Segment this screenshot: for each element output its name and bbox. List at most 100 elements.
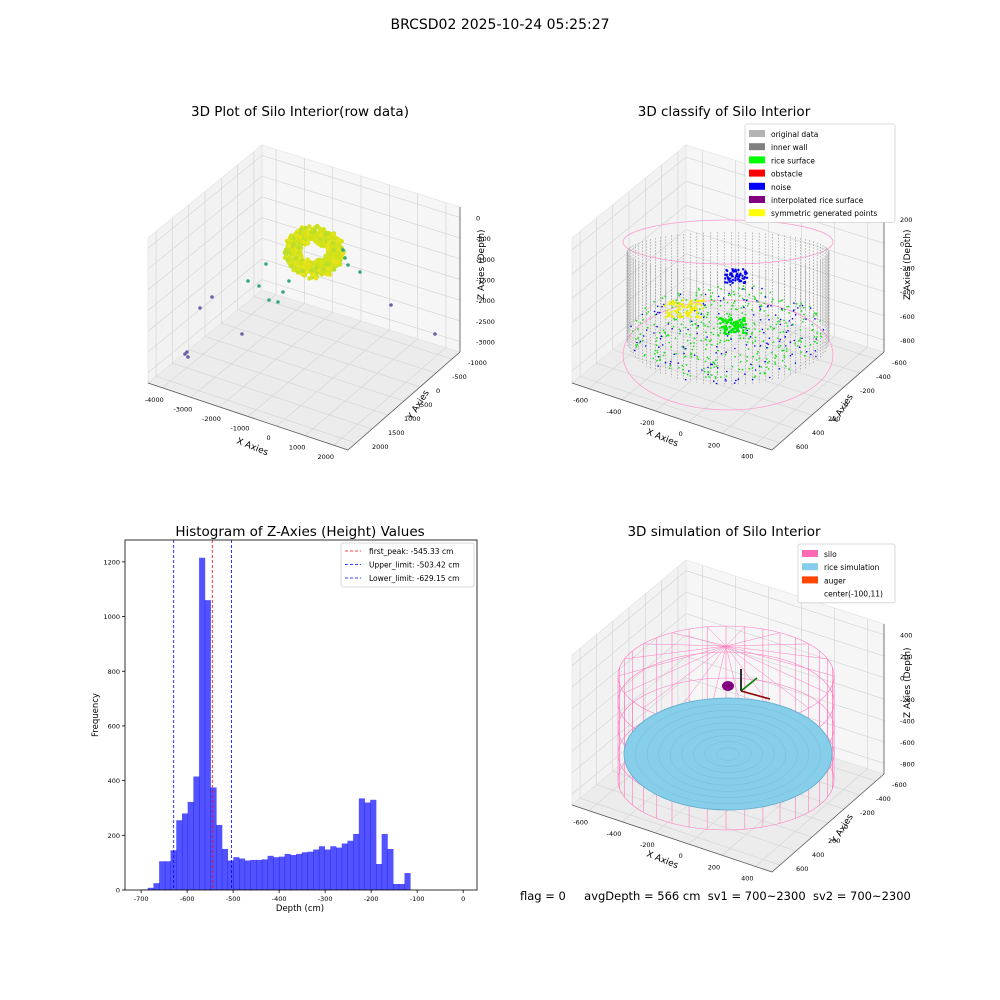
x-tick-label: 400 xyxy=(741,874,753,882)
raw-3d-axes: -4000 -3000 -2000 -1000 0 1000 2000 2000 1500 100… xyxy=(145,144,495,461)
rice-surface-point xyxy=(751,308,753,311)
far-point xyxy=(198,306,202,310)
x-tick-label: -600 xyxy=(180,895,195,903)
surface-point xyxy=(321,267,326,272)
rice-surface-point xyxy=(751,341,754,344)
z-grid-line xyxy=(571,277,885,372)
histogram-bar xyxy=(336,847,343,890)
rice-surface-point xyxy=(811,329,814,332)
symmetric-point xyxy=(701,307,704,310)
rice-dense-point xyxy=(741,331,745,335)
simulation-3d-panel: 3D simulation of Silo Interior -600-400-… xyxy=(571,524,915,882)
outlier-point xyxy=(341,248,345,252)
rice-surface-point xyxy=(704,324,707,327)
rice-surface-point xyxy=(686,373,689,376)
x-tick-label: -500 xyxy=(226,895,241,903)
rice-surface-point xyxy=(646,326,649,329)
symmetric-point xyxy=(667,313,671,316)
rice-surface-point xyxy=(708,321,711,323)
rice-surface-point xyxy=(727,294,730,297)
rice-surface-point xyxy=(714,377,717,380)
surface-point xyxy=(313,276,319,281)
noise-cluster-point xyxy=(728,277,732,280)
y-grid-line xyxy=(204,191,405,402)
y-grid-line xyxy=(172,218,373,430)
noise-cluster-point xyxy=(731,278,735,282)
y-grid-line xyxy=(661,164,861,374)
rice-surface-point xyxy=(772,341,775,343)
z-tick-label: 200 xyxy=(900,653,912,661)
z-tick-label: -800 xyxy=(900,337,915,345)
surface-point xyxy=(286,243,292,248)
x-tick-label: 1000 xyxy=(289,444,306,452)
rice-dense-point xyxy=(744,327,748,330)
noise-point xyxy=(661,305,663,308)
noise-point xyxy=(661,344,664,346)
noise-point xyxy=(810,353,812,356)
histogram-bar xyxy=(278,856,286,890)
x-grid-line xyxy=(219,167,334,408)
z-tick-label: -2000 xyxy=(476,297,495,305)
rice-surface-point xyxy=(753,322,755,324)
surface-point xyxy=(304,269,309,275)
rice-surface-point xyxy=(703,367,705,370)
noise-point xyxy=(779,323,782,326)
x-grid-line xyxy=(276,184,390,427)
rice-surface-point xyxy=(786,305,788,308)
rice-dense-point xyxy=(720,326,724,329)
z-tick-label: 200 xyxy=(900,216,912,224)
noise-point xyxy=(787,329,789,332)
raw-3d-points xyxy=(183,223,437,359)
rice-surface-point xyxy=(808,305,811,308)
y-grid-line xyxy=(253,151,453,360)
rice-surface-point xyxy=(664,295,667,298)
rice-dense-point xyxy=(744,331,747,335)
rice-surface-point xyxy=(766,362,769,364)
sv2-text: sv2 = 700~2300 xyxy=(812,889,911,903)
center-marker xyxy=(722,681,734,691)
noise-point xyxy=(815,355,817,358)
rice-surface-point xyxy=(786,348,788,350)
rice-simulation-surface xyxy=(623,697,833,811)
rice-surface-point xyxy=(778,320,781,323)
rice-surface-point xyxy=(708,340,711,343)
rice-surface-point xyxy=(753,285,755,288)
x-grid-line xyxy=(721,608,835,856)
rice-surface-point xyxy=(715,359,717,362)
rice-surface-point xyxy=(715,365,718,367)
rice-surface-point xyxy=(707,357,710,360)
rice-dense-point xyxy=(733,327,736,330)
symmetric-point xyxy=(668,301,671,304)
y-tick-label: 1000 xyxy=(404,415,421,423)
noise-point xyxy=(706,336,708,338)
noise-point xyxy=(774,314,777,316)
noise-cluster-point xyxy=(737,268,740,272)
rice-surface-point xyxy=(705,331,707,334)
x-grid-line xyxy=(755,201,868,445)
rice-surface-point xyxy=(704,360,707,363)
rice-surface-point xyxy=(672,325,675,328)
x-axis-line xyxy=(571,804,773,873)
surface-point xyxy=(300,239,305,244)
silo-roof-wire xyxy=(725,645,835,677)
noise-point xyxy=(733,382,736,384)
figure-title: BRCSD02 2025-10-24 05:25:27 xyxy=(390,17,610,33)
noise-point xyxy=(737,378,740,381)
x-tick-label: -400 xyxy=(272,895,287,903)
rice-surface-point xyxy=(728,313,731,315)
noise-point xyxy=(717,295,720,298)
histogram-bar xyxy=(176,820,183,890)
y-grid-line xyxy=(612,621,813,838)
noise-cluster-point xyxy=(731,275,735,278)
noise-point xyxy=(725,380,727,382)
x-tick-label: -400 xyxy=(607,408,622,416)
symmetric-point xyxy=(694,306,697,309)
noise-point xyxy=(743,306,745,309)
noise-cluster-point xyxy=(734,279,737,282)
rice-dense-point xyxy=(721,318,725,321)
rice-surface-point xyxy=(742,285,745,287)
noise-point xyxy=(642,335,645,337)
far-point xyxy=(433,332,437,336)
symmetric-point xyxy=(679,313,682,317)
noise-point xyxy=(636,341,638,344)
